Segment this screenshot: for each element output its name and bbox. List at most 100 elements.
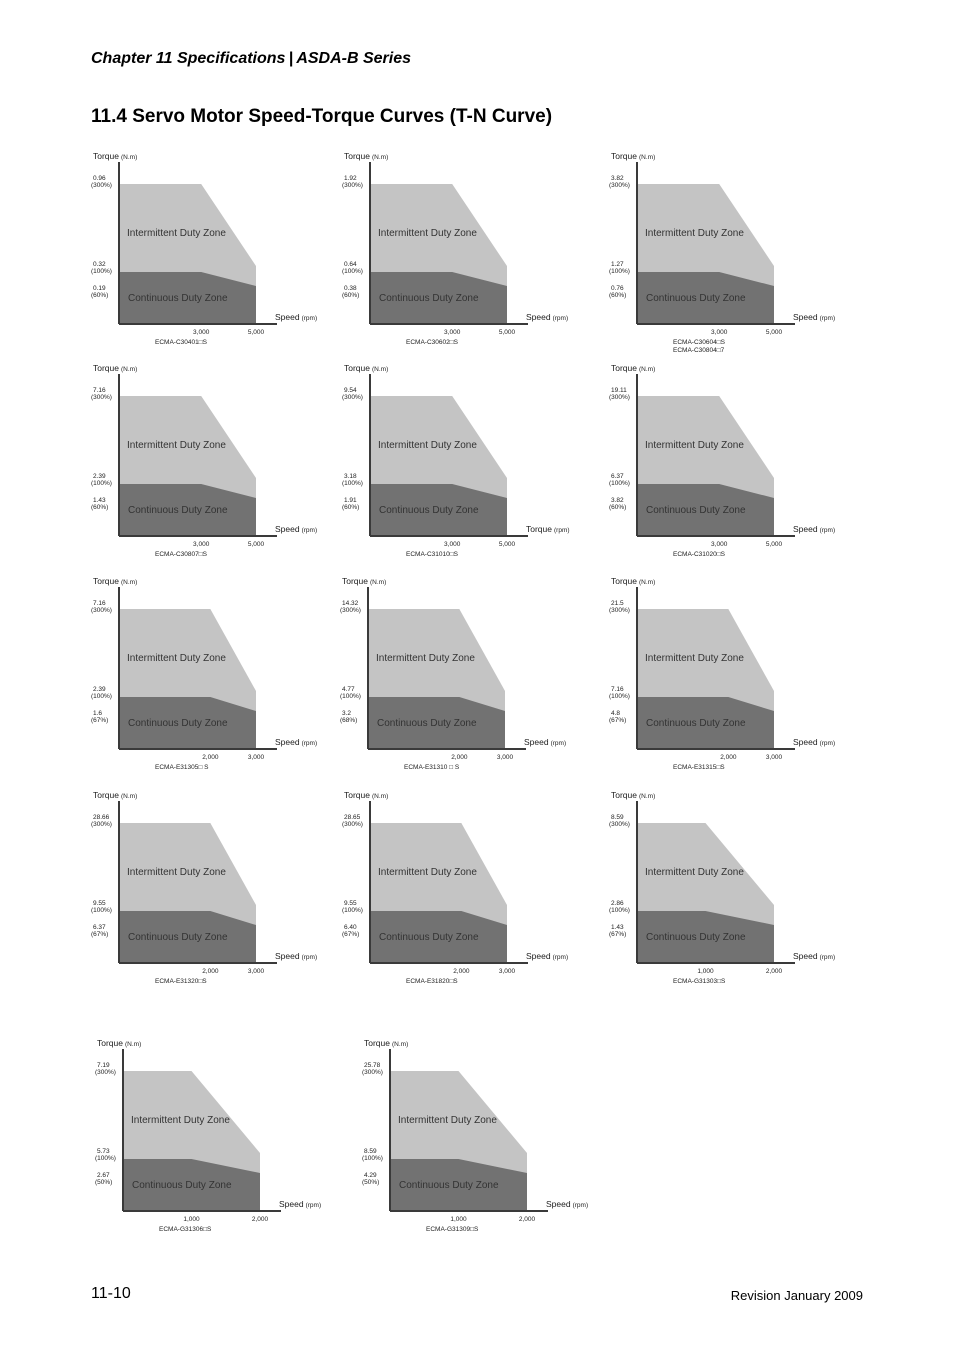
y-tick-label: 1.43: [93, 497, 106, 504]
y-tick-label: 0.76: [611, 285, 624, 292]
intermittent-zone-label: Intermittent Duty Zone: [127, 440, 226, 451]
y-tick-percent: (100%): [340, 693, 361, 700]
y-tick-label: 1.6: [93, 710, 102, 717]
y-tick-label: 7.16: [611, 686, 624, 693]
y-tick-percent: (100%): [91, 693, 112, 700]
y-tick-percent: (300%): [342, 821, 363, 828]
y-tick-percent: (100%): [91, 268, 112, 275]
continuous-zone: [637, 272, 774, 324]
y-tick-label: 9.54: [344, 387, 357, 394]
continuous-zone-label: Continuous Duty Zone: [379, 293, 479, 304]
y-tick-label: 7.16: [93, 600, 106, 607]
continuous-zone: [119, 697, 256, 749]
torque-axis-label: Torque (N.m): [97, 1038, 141, 1048]
x-tick-label: 3,000: [499, 968, 516, 975]
model-label: ECMA-E31315□S: [673, 764, 725, 771]
torque-unit: (N.m): [639, 154, 655, 161]
y-tick-label: 4.29: [364, 1172, 377, 1179]
tn-curve-chart: Torque (N.m) Speed (rpm) 28.65(300%) 9.55(100…: [342, 790, 568, 985]
x-axis-unit: (rpm): [302, 954, 318, 961]
tn-curve-chart: Torque (N.m) Speed (rpm) 3.82(300%) 1.27(100%…: [609, 151, 835, 354]
page-number: 11-10: [91, 1285, 131, 1302]
tn-curve-chart: Torque (N.m) Speed (rpm) 7.16(300%) 2.39(100%…: [91, 363, 317, 558]
continuous-zone: [637, 484, 774, 536]
x-axis-label: Speed (rpm): [793, 737, 835, 747]
y-tick-label: 21.5: [611, 600, 624, 607]
intermittent-zone-label: Intermittent Duty Zone: [645, 440, 744, 451]
x-tick-label: 2,000: [720, 754, 737, 761]
x-axis-unit: (rpm): [820, 740, 836, 747]
tn-curve-chart: Torque (N.m) Speed (rpm) 7.19(300%) 5.73(100%…: [95, 1038, 322, 1233]
x-tick-label: 1,000: [450, 1216, 467, 1223]
torque-unit: (N.m): [121, 579, 137, 586]
torque-axis-label: Torque (N.m): [611, 363, 655, 373]
x-axis-label: Speed (rpm): [526, 951, 568, 961]
torque-axis-label: Torque (N.m): [93, 790, 137, 800]
torque-unit: (N.m): [121, 154, 137, 161]
y-tick-label: 8.59: [364, 1148, 377, 1155]
continuous-zone-label: Continuous Duty Zone: [646, 718, 746, 729]
x-axis-label: Speed (rpm): [275, 524, 317, 534]
x-axis-label: Speed (rpm): [793, 312, 835, 322]
y-tick-percent: (67%): [609, 931, 626, 938]
continuous-zone: [119, 911, 256, 963]
model-label: ECMA-C30807□S: [155, 551, 208, 558]
y-tick-percent: (50%): [362, 1179, 379, 1186]
revision-note: Revision January 2009: [730, 1288, 863, 1303]
intermittent-zone-label: Intermittent Duty Zone: [127, 867, 226, 878]
x-tick-label: 3,000: [248, 754, 265, 761]
y-tick-label: 0.38: [344, 285, 357, 292]
continuous-zone-label: Continuous Duty Zone: [128, 505, 228, 516]
y-tick-label: 1.43: [611, 924, 624, 931]
continuous-zone: [637, 911, 774, 963]
x-tick-label: 5,000: [766, 329, 783, 336]
intermittent-zone-label: Intermittent Duty Zone: [645, 653, 744, 664]
y-tick-label: 3.82: [611, 175, 624, 182]
intermittent-zone-label: Intermittent Duty Zone: [376, 653, 475, 664]
x-axis-label: Speed (rpm): [524, 737, 566, 747]
x-axis-label: Speed (rpm): [793, 524, 835, 534]
model-label: ECMA-E31310 □ S: [404, 764, 460, 771]
model-label: ECMA-C30804□7: [673, 347, 725, 354]
x-tick-label: 3,000: [444, 541, 461, 548]
continuous-zone-label: Continuous Duty Zone: [377, 718, 477, 729]
torque-axis-label: Torque (N.m): [611, 790, 655, 800]
x-tick-label: 2,000: [202, 968, 219, 975]
torque-axis-label: Torque (N.m): [344, 363, 388, 373]
y-tick-label: 7.16: [93, 387, 106, 394]
y-tick-label: 6.37: [611, 473, 624, 480]
continuous-zone: [370, 272, 507, 324]
continuous-zone-label: Continuous Duty Zone: [128, 718, 228, 729]
y-tick-percent: (60%): [91, 504, 108, 511]
x-tick-label: 2,000: [453, 968, 470, 975]
x-tick-label: 1,000: [697, 968, 714, 975]
model-label: ECMA-C31010□S: [406, 551, 459, 558]
y-tick-label: 8.59: [611, 814, 624, 821]
x-tick-label: 3,000: [711, 541, 728, 548]
x-tick-label: 5,000: [499, 329, 516, 336]
intermittent-zone-label: Intermittent Duty Zone: [398, 1115, 497, 1126]
x-axis-unit: (rpm): [306, 1202, 322, 1209]
continuous-zone: [368, 697, 505, 749]
x-tick-label: 2,000: [766, 968, 783, 975]
y-tick-percent: (60%): [342, 504, 359, 511]
intermittent-zone-label: Intermittent Duty Zone: [131, 1115, 230, 1126]
continuous-zone-label: Continuous Duty Zone: [646, 505, 746, 516]
y-tick-label: 9.55: [344, 900, 357, 907]
y-tick-percent: (68%): [340, 717, 357, 724]
y-tick-label: 1.92: [344, 175, 357, 182]
model-label: ECMA-E31820□S: [406, 978, 458, 985]
x-axis-unit: (rpm): [820, 954, 836, 961]
y-tick-percent: (300%): [342, 182, 363, 189]
torque-unit: (N.m): [370, 579, 386, 586]
x-axis-unit: (rpm): [820, 527, 836, 534]
y-tick-percent: (300%): [340, 607, 361, 614]
x-axis-unit: (rpm): [553, 954, 569, 961]
x-tick-label: 2,000: [202, 754, 219, 761]
tn-curve-chart: Torque (N.m) Speed (rpm) 19.11(300%) 6.37(100…: [609, 363, 835, 558]
y-tick-label: 3.18: [344, 473, 357, 480]
y-tick-label: 6.40: [344, 924, 357, 931]
y-tick-label: 4.8: [611, 710, 620, 717]
x-tick-label: 3,000: [193, 541, 210, 548]
x-axis-unit: (rpm): [820, 315, 836, 322]
